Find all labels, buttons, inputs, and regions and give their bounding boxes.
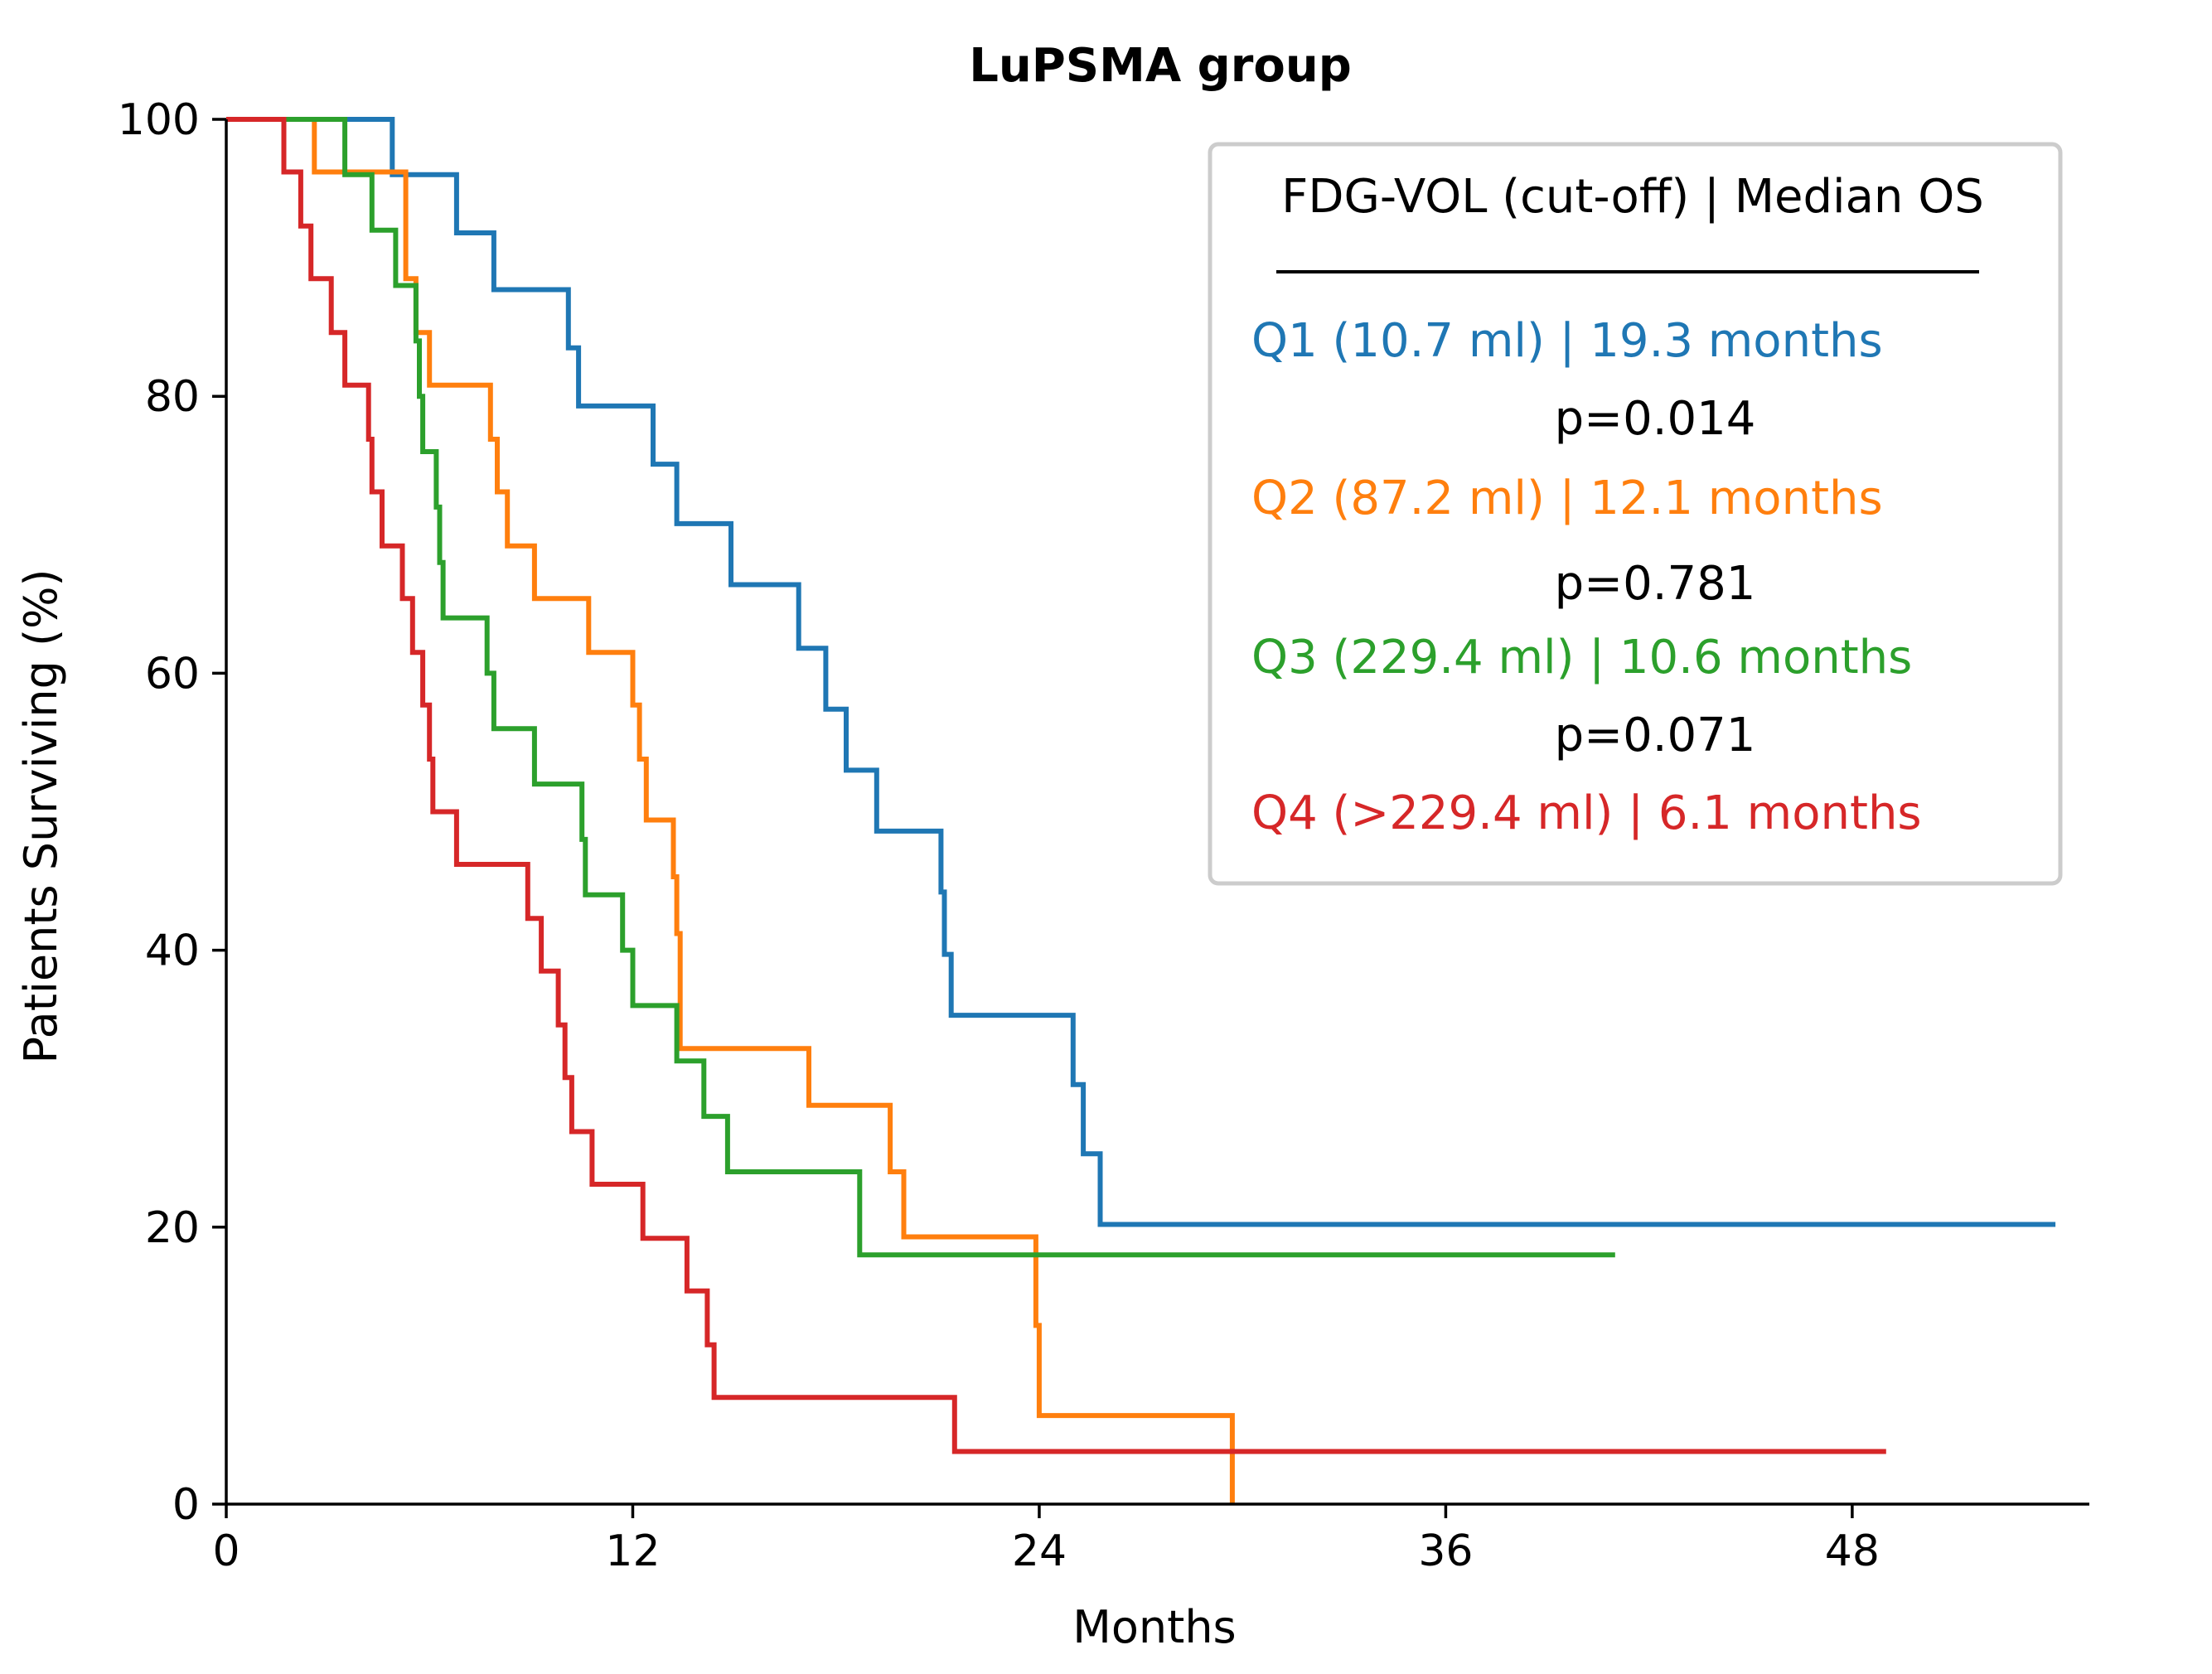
legend: FDG-VOL (cut-off) | Median OS Q1 (10.7 m… — [1208, 142, 2063, 886]
series-line-q1 — [226, 117, 2056, 1227]
legend-header: FDG-VOL (cut-off) | Median OS — [1281, 170, 1984, 224]
series-line-q2 — [226, 117, 1235, 1504]
y-tick-label: 100 — [118, 95, 200, 145]
series-line-q3 — [226, 117, 1615, 1258]
x-tick-label: 24 — [1012, 1526, 1067, 1576]
x-tick-label: 48 — [1825, 1526, 1880, 1576]
y-axis-label: Patients Surviving (%) — [15, 568, 67, 1063]
x-axis-label: Months — [1072, 1601, 1236, 1653]
legend-entry-q2: Q2 (87.2 ml) | 12.1 months — [1251, 472, 1883, 525]
y-tick-label: 40 — [145, 927, 200, 976]
series-line-q4 — [226, 117, 1886, 1454]
chart-title: LuPSMA group — [969, 39, 1352, 93]
legend-frame — [1208, 142, 2063, 886]
y-tick-label: 0 — [172, 1480, 200, 1530]
x-tick-label: 36 — [1418, 1526, 1473, 1576]
x-tick-label: 12 — [605, 1526, 660, 1576]
y-tick-label: 20 — [145, 1203, 200, 1253]
legend-pvalue: p=0.014 — [1555, 392, 1756, 446]
legend-pvalue: p=0.071 — [1555, 709, 1756, 762]
axes-layer: 0 12 24 36 48 0 20 40 60 80 100 — [118, 95, 2089, 1576]
legend-entry-q1: Q1 (10.7 ml) | 19.3 months — [1251, 314, 1883, 368]
legend-entry-q4: Q4 (>229.4 ml) | 6.1 months — [1251, 786, 1922, 840]
legend-entries: Q1 (10.7 ml) | 19.3 months p=0.014 Q2 (87.… — [1251, 314, 1922, 840]
x-tick-label: 0 — [212, 1526, 240, 1576]
series-layer — [226, 117, 2056, 1504]
legend-pvalue: p=0.781 — [1555, 557, 1756, 611]
y-tick-label: 80 — [145, 372, 200, 422]
y-tick-label: 60 — [145, 649, 200, 699]
legend-entry-q3: Q3 (229.4 ml) | 10.6 months — [1251, 631, 1912, 685]
